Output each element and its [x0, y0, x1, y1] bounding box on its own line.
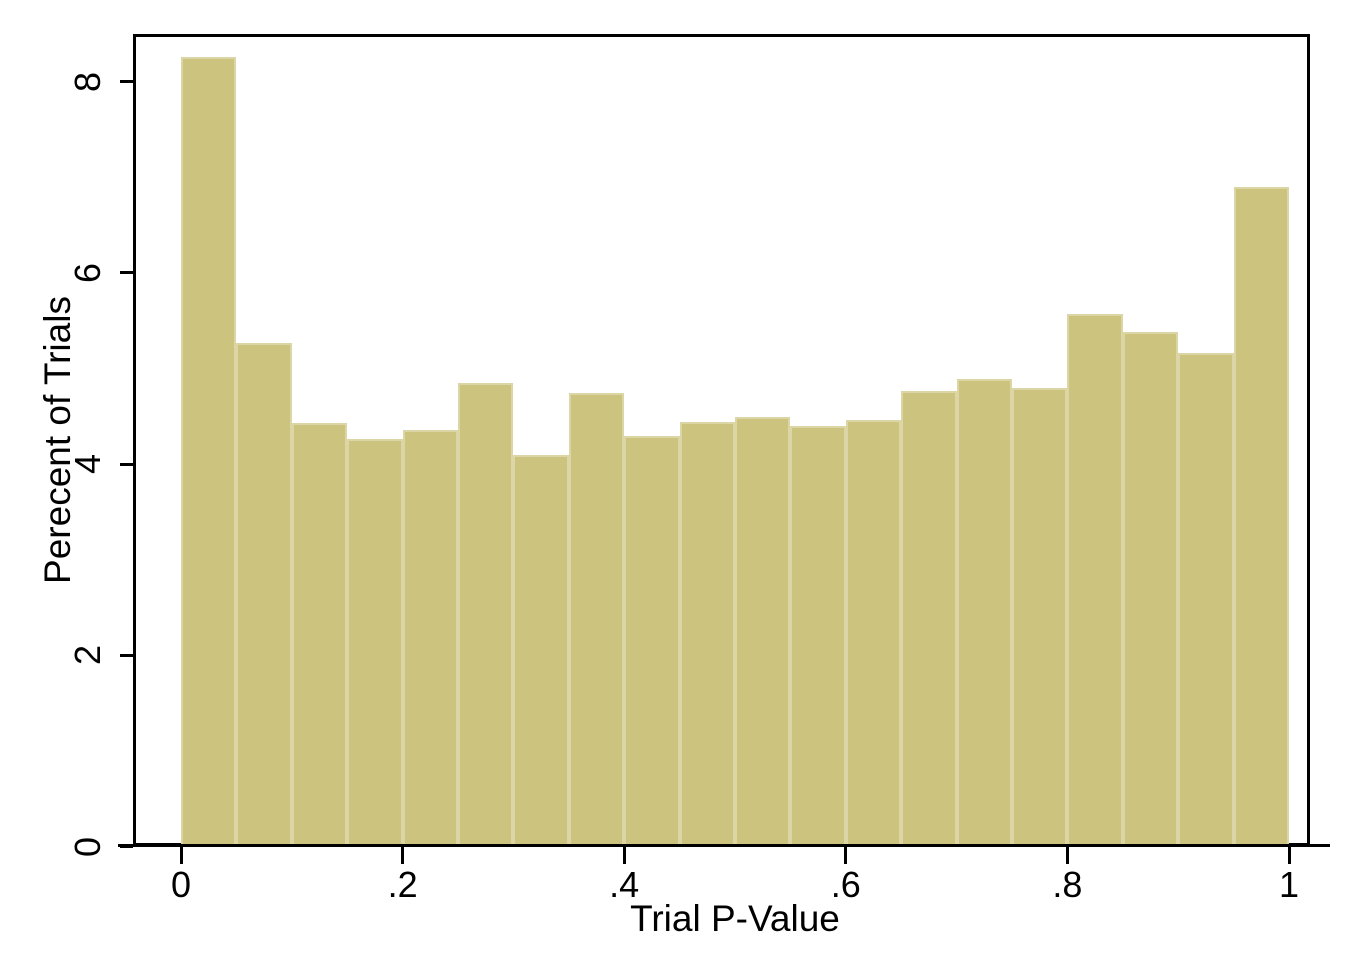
histogram-bar [1233, 186, 1289, 844]
histogram-bar [956, 379, 1012, 844]
histogram-bar [236, 342, 292, 844]
y-tick [120, 271, 133, 275]
histogram-bar [513, 454, 569, 844]
histogram-bar [291, 423, 348, 844]
x-tick [401, 847, 405, 864]
histogram-bar [901, 390, 957, 844]
y-tick-label: 0 [67, 836, 108, 857]
histogram-bar [679, 422, 735, 844]
histogram-bar [1178, 353, 1234, 844]
histogram-bar [347, 439, 403, 844]
x-axis-title: Trial P-Value [630, 898, 840, 939]
x-tick-label: .4 [609, 864, 640, 905]
histogram-bar [181, 56, 237, 844]
y-tick [120, 653, 133, 657]
x-tick-label: 0 [170, 864, 192, 905]
x-tick-label: .2 [387, 864, 418, 905]
histogram-bar [458, 382, 514, 844]
histogram-bar [1122, 332, 1179, 844]
histogram-bar [735, 417, 791, 844]
x-tick-label: 1 [1278, 864, 1300, 905]
histogram-bar [568, 393, 625, 844]
x-tick [622, 847, 626, 864]
histogram-bar [1067, 314, 1123, 844]
x-tick-label: .6 [830, 864, 861, 905]
x-tick [1287, 847, 1291, 864]
x-tick [1065, 847, 1069, 864]
x-axis-line [118, 844, 1330, 847]
x-tick [844, 847, 848, 864]
histogram-bar [1012, 387, 1068, 844]
histogram-bar [402, 429, 458, 844]
x-tick [179, 847, 183, 864]
y-tick [120, 462, 133, 466]
x-tick-label: .8 [1052, 864, 1083, 905]
histogram-bar [790, 425, 846, 844]
y-tick [120, 845, 133, 849]
y-axis-title: Perecent of Trials [37, 296, 78, 584]
histogram-bar [845, 420, 902, 844]
histogram-bar [624, 435, 680, 844]
y-tick [120, 80, 133, 84]
